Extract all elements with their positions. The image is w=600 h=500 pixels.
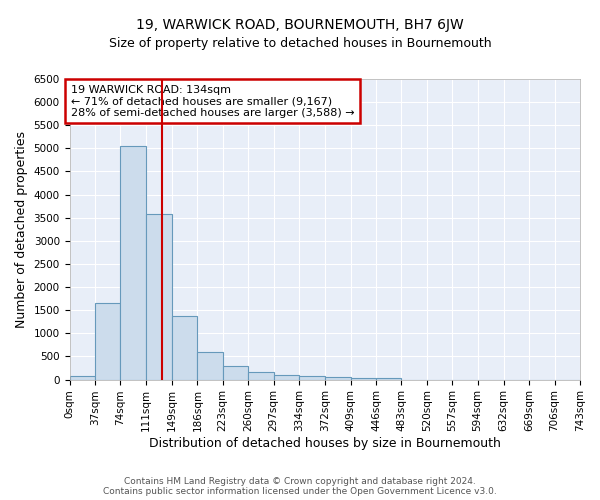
Y-axis label: Number of detached properties: Number of detached properties (15, 131, 28, 328)
Bar (146, 214, 172, 380)
Bar (376, 378, 401, 380)
Bar (325, 378, 350, 380)
Text: 19, WARWICK ROAD, BOURNEMOUTH, BH7 6JW: 19, WARWICK ROAD, BOURNEMOUTH, BH7 6JW (136, 18, 464, 32)
X-axis label: Distribution of detached houses by size in Bournemouth: Distribution of detached houses by size … (149, 437, 501, 450)
Text: 19 WARWICK ROAD: 134sqm
← 71% of detached houses are smaller (9,167)
28% of semi: 19 WARWICK ROAD: 134sqm ← 71% of detache… (71, 84, 355, 117)
Text: Contains HM Land Registry data © Crown copyright and database right 2024.: Contains HM Land Registry data © Crown c… (124, 476, 476, 486)
Bar (172, 316, 197, 380)
Text: Size of property relative to detached houses in Bournemouth: Size of property relative to detached ho… (109, 38, 491, 51)
Bar (248, 372, 274, 380)
Bar (350, 378, 376, 380)
Bar (299, 376, 325, 380)
Text: Contains public sector information licensed under the Open Government Licence v3: Contains public sector information licen… (103, 486, 497, 496)
Bar (121, 146, 146, 380)
Bar (274, 374, 299, 380)
Bar (70, 376, 95, 380)
Bar (223, 366, 248, 380)
Bar (197, 352, 223, 380)
Bar (95, 304, 121, 380)
